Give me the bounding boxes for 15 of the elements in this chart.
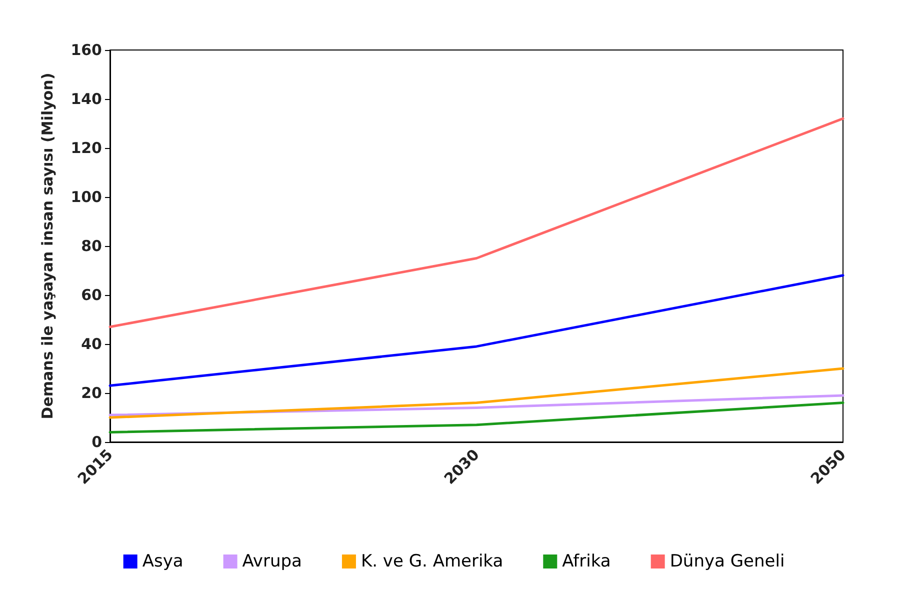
legend-label: K. ve G. Amerika bbox=[360, 552, 504, 572]
y-tick-label: 100 bbox=[70, 188, 102, 206]
y-tick-label: 120 bbox=[70, 139, 102, 157]
y-tick-label: 60 bbox=[81, 286, 102, 304]
y-axis-title: Demans ile yaşayan insan sayısı (Milyon) bbox=[38, 72, 56, 420]
y-tick-label: 20 bbox=[81, 384, 102, 402]
y-tick-label: 0 bbox=[92, 433, 102, 451]
y-tick-label: 80 bbox=[81, 237, 102, 255]
legend-label: Avrupa bbox=[242, 552, 302, 572]
legend-label: Afrika bbox=[562, 552, 611, 572]
y-tick-label: 140 bbox=[70, 90, 102, 108]
y-tick-label: 40 bbox=[81, 335, 102, 353]
y-tick-label: 160 bbox=[70, 41, 102, 59]
legend-label: Dünya Geneli bbox=[670, 552, 785, 572]
legend-label: Asya bbox=[142, 552, 184, 572]
